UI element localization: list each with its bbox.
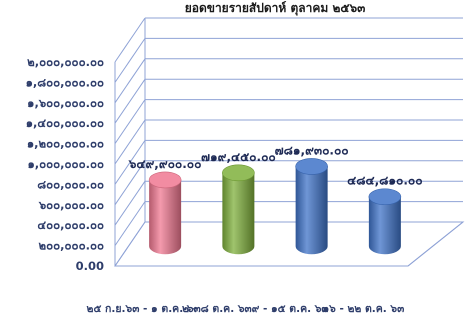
- side-gridline: [114, 58, 146, 104]
- chart-title: ยอดขายรายสัปดาห์ ตุลาคม ๒๕๖๓: [185, 1, 366, 16]
- cylinder-body: [149, 179, 182, 255]
- y-tick-label: ๑,๐๐๐,๐๐๐.๐๐: [27, 157, 104, 171]
- cylinder-body: [368, 196, 401, 255]
- y-tick-label: ๒๐๐,๐๐๐.๐๐: [39, 239, 104, 253]
- y-axis: 0.00 ๒๐๐,๐๐๐.๐๐ ๔๐๐,๐๐๐.๐๐ ๖๐๐,๐๐๐.๐๐ ๘๐๐,๐๐…: [26, 55, 104, 273]
- side-gridline: [114, 201, 146, 246]
- cylinder-top: [295, 158, 328, 175]
- y-tick-label: ๒,๐๐๐,๐๐๐.๐๐: [27, 55, 104, 69]
- bars: [148, 158, 402, 255]
- cylinder-top: [148, 171, 182, 189]
- gridlines: [114, 17, 465, 267]
- cylinder-body: [222, 172, 255, 255]
- y-tick-label: 0.00: [76, 259, 104, 273]
- bar: [222, 164, 255, 255]
- side-gridline: [114, 160, 146, 206]
- side-gridline: [114, 99, 146, 144]
- x-tick-label: ๙ - ๑๕ ต.ค. ๖๓: [252, 303, 329, 315]
- data-label: ๗๘๑,๙๓๐.๐๐: [275, 143, 349, 157]
- floor-right-edge: [407, 221, 464, 267]
- side-gridline: [114, 38, 146, 83]
- data-label: ๔๘๔,๘๑๐.๐๐: [347, 174, 422, 188]
- y-tick-label: ๑,๖๐๐,๐๐๐.๐๐: [27, 96, 104, 110]
- side-gridline: [114, 140, 146, 185]
- y-tick-label: ๖๐๐,๐๐๐.๐๐: [38, 198, 104, 212]
- x-tick-label: ๑๖ - ๒๒ ต.ค. ๖๓: [322, 303, 404, 315]
- y-tick-label: ๑,๔๐๐,๐๐๐.๐๐: [26, 116, 104, 130]
- y-tick-label: ๘๐๐,๐๐๐.๐๐: [37, 177, 104, 191]
- x-tick-label: ๒๕ ก.ย.๖๓ - ๑ ต.ค. ๖๓: [87, 303, 201, 315]
- x-tick-label: ๒ - ๘ ต.ค. ๖๓: [182, 303, 252, 315]
- y-tick-label: ๑,๒๐๐,๐๐๐.๐๐: [27, 137, 104, 151]
- y-tick-label: ๑,๘๐๐,๐๐๐.๐๐: [26, 75, 104, 89]
- cylinder-top: [368, 188, 402, 206]
- data-label: ๗๑๙,๔๕๐.๐๐: [201, 150, 276, 164]
- y-tick-label: ๔๐๐,๐๐๐.๐๐: [37, 218, 104, 232]
- cylinder-top: [222, 164, 255, 182]
- bar: [148, 171, 182, 255]
- data-label: ๖๔๙,๙๐๐.๐๐: [128, 157, 202, 171]
- x-axis: ๒๕ ก.ย.๖๓ - ๑ ต.ค. ๖๓๒ - ๘ ต.ค. ๖๓๙ - ๑๕…: [87, 303, 405, 315]
- bar: [368, 188, 402, 255]
- side-gridline: [114, 17, 146, 63]
- side-gridline: [114, 119, 146, 165]
- side-gridline: [114, 78, 146, 124]
- side-gridline: [114, 180, 146, 226]
- cylinder-body: [295, 166, 328, 255]
- bar: [295, 158, 328, 255]
